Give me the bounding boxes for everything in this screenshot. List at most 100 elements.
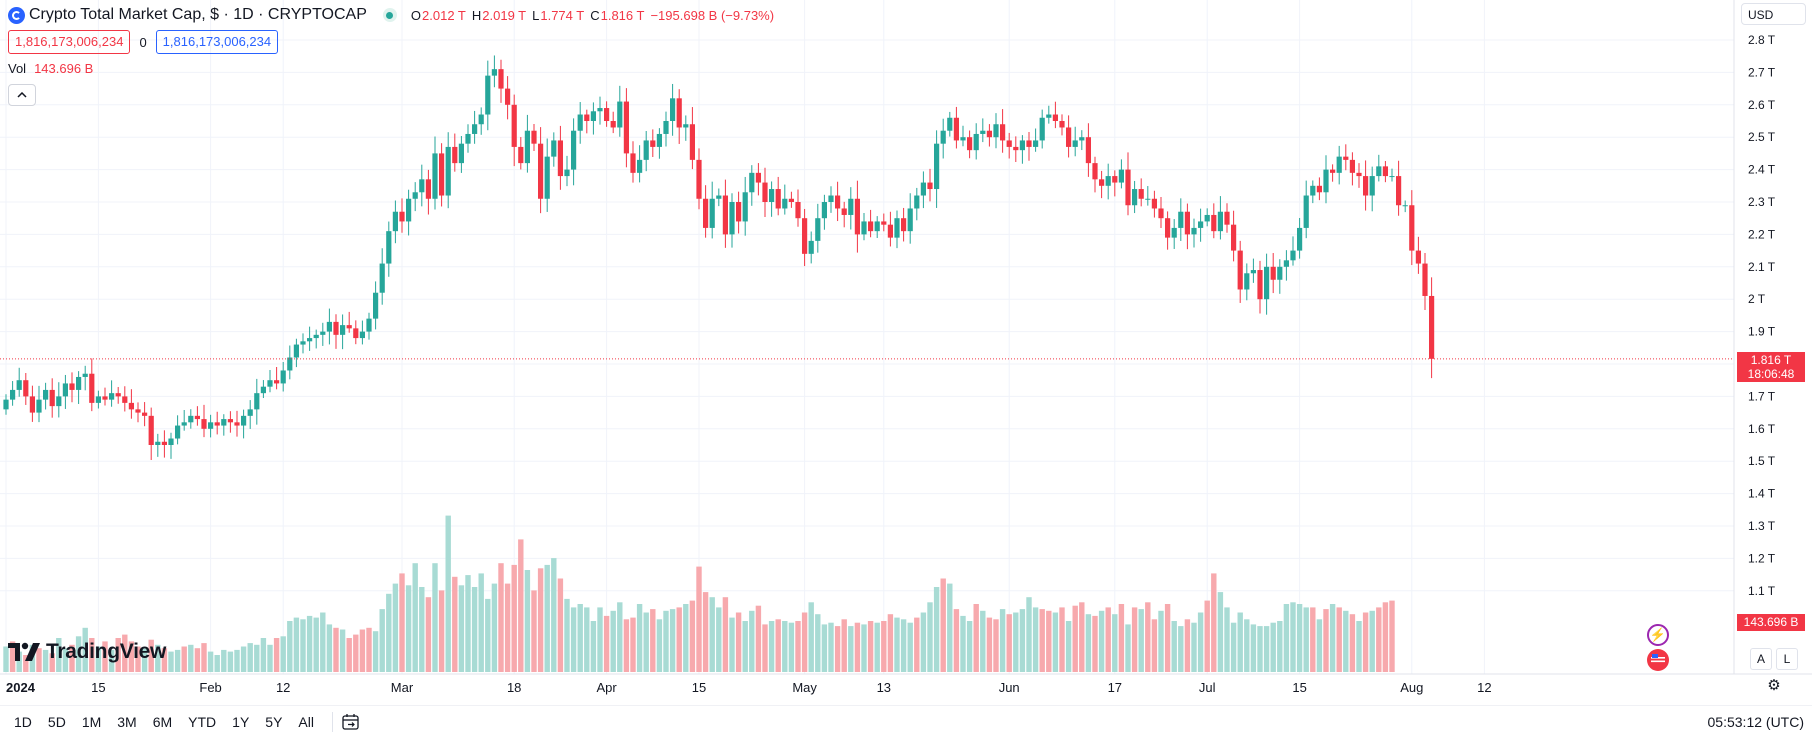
candle-body — [795, 202, 801, 219]
candle — [1112, 170, 1118, 197]
candle — [663, 111, 669, 147]
candle — [973, 123, 979, 160]
candle-body — [782, 198, 788, 209]
sell-price-box[interactable]: 1,816,173,006,234 — [8, 30, 131, 54]
time-tick-label: 15 — [91, 680, 105, 695]
candle — [914, 187, 920, 221]
symbol-title[interactable]: Crypto Total Market Cap, $ · 1D · CRYPTO… — [29, 6, 367, 23]
candle-body — [1105, 176, 1111, 186]
price-tick-label: 2.6 T — [1748, 98, 1776, 112]
auto-scale-button[interactable]: A — [1750, 648, 1772, 670]
candle-body — [973, 133, 979, 151]
volume-bar — [412, 563, 418, 672]
candle — [538, 127, 544, 214]
volume-bar — [293, 617, 300, 672]
candle — [49, 378, 55, 418]
candle — [861, 212, 867, 241]
volume-bar — [392, 583, 399, 672]
candle-body — [1349, 159, 1355, 173]
candle — [1039, 109, 1045, 149]
volume-bar — [801, 612, 808, 672]
timeframe-5d[interactable]: 5D — [47, 714, 66, 730]
candle-body — [359, 331, 365, 339]
candle — [1145, 186, 1151, 206]
timeframe-1m[interactable]: 1M — [81, 714, 102, 730]
us-flag-event-icon[interactable] — [1647, 649, 1669, 671]
timeframe-1y[interactable]: 1Y — [232, 714, 250, 730]
candle-body — [887, 224, 893, 238]
ohlc-high: H2.019 T — [471, 7, 527, 23]
candle — [498, 59, 504, 103]
volume-bar — [603, 615, 610, 672]
candle-body — [953, 117, 959, 141]
candle-body — [1052, 114, 1058, 121]
candle-body — [208, 422, 214, 429]
candle-body — [848, 198, 854, 215]
candle — [267, 370, 273, 393]
candle — [1066, 115, 1072, 158]
candle-body — [1184, 211, 1190, 235]
time-tick-label: Jul — [1199, 680, 1216, 695]
volume-bar — [1006, 614, 1012, 672]
volume-bar — [181, 646, 187, 672]
candle — [313, 329, 319, 349]
last-price-value: 1.816 T — [1750, 353, 1792, 367]
timeframe-1d[interactable]: 1D — [14, 714, 32, 730]
calendar-goto-icon[interactable] — [341, 712, 361, 732]
volume-bar — [267, 644, 273, 672]
volume-label[interactable]: Vol — [8, 61, 27, 76]
candle-body — [993, 124, 999, 138]
gear-icon[interactable]: ⚙ — [1767, 677, 1781, 694]
log-scale-button[interactable]: L — [1776, 648, 1798, 670]
candle — [346, 311, 352, 333]
timeframe-ytd[interactable]: YTD — [188, 714, 217, 730]
volume-bar — [1250, 624, 1257, 672]
candle-body — [947, 117, 953, 131]
market-status-icon[interactable] — [382, 8, 397, 22]
candle — [1198, 208, 1204, 242]
volume-bar — [471, 587, 478, 672]
timeframe-6m[interactable]: 6M — [152, 714, 173, 730]
candle — [10, 381, 16, 406]
candle — [1217, 196, 1223, 240]
currency-selector[interactable]: USD — [1741, 3, 1806, 25]
candle — [1099, 170, 1105, 199]
candle — [1297, 217, 1303, 259]
time-tick-label: 17 — [1108, 680, 1122, 695]
candle-body — [1297, 227, 1303, 251]
buy-price-box[interactable]: 1,816,173,006,234 — [155, 30, 279, 54]
volume-bar — [834, 626, 841, 672]
candle-body — [749, 172, 755, 193]
candle — [590, 102, 596, 135]
candle-body — [604, 108, 610, 121]
price-chart[interactable]: 2.8 T 2.7 T 2.6 T 2.5 T 2.4 T 2.3 T 2.2 T 2.1 T… — [0, 0, 1812, 706]
candle — [221, 414, 227, 436]
timeframe-5y[interactable]: 5Y — [265, 714, 283, 730]
price-tick-label: 1.7 T — [1748, 389, 1776, 403]
collapse-legend-button[interactable] — [8, 84, 36, 106]
candle-body — [960, 137, 966, 141]
volume-bar — [280, 636, 286, 672]
candle-body — [1033, 140, 1039, 147]
candle-body — [1415, 250, 1421, 264]
candle — [307, 326, 313, 351]
utc-clock[interactable]: 05:53:12 (UTC) — [1707, 714, 1804, 730]
volume-bar — [9, 641, 16, 672]
volume-bar — [1118, 604, 1125, 672]
lightning-event-icon[interactable]: ⚡ — [1647, 624, 1669, 646]
volume-bar — [610, 610, 616, 672]
volume-bar — [953, 609, 960, 672]
timeframe-all[interactable]: All — [298, 714, 314, 730]
volume-bar — [62, 648, 69, 672]
volume-bar — [1211, 573, 1217, 672]
candle — [769, 181, 775, 217]
volume-bar — [656, 619, 663, 672]
timeframe-3m[interactable]: 3M — [117, 714, 137, 730]
volume-bar — [1283, 604, 1290, 672]
volume-bar — [1376, 607, 1382, 672]
tradingview-logo[interactable]: TradingView — [8, 640, 166, 664]
volume-bar — [1032, 607, 1039, 672]
candle — [155, 433, 161, 457]
volume-bar — [676, 607, 682, 672]
volume-bar — [1217, 592, 1224, 672]
